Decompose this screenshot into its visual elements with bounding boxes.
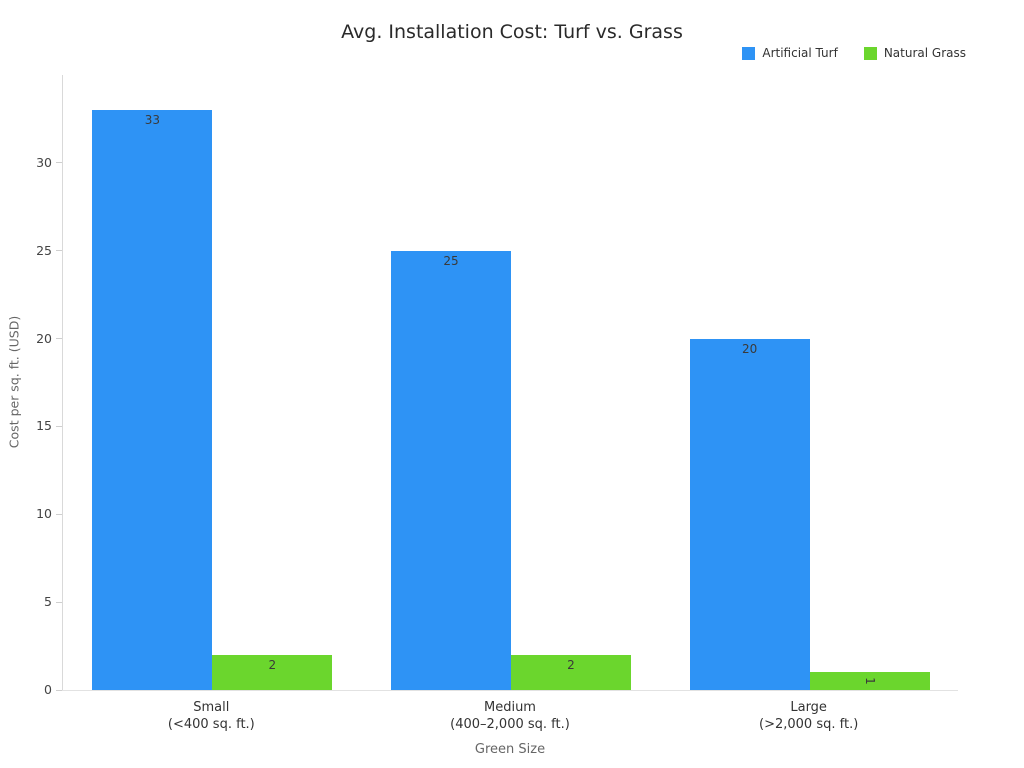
y-tick-mark (56, 513, 62, 515)
y-tick-mark (56, 338, 62, 340)
x-category-label: Large (>2,000 sq. ft.) (759, 700, 859, 732)
x-category-label: Small (<400 sq. ft.) (167, 700, 255, 732)
legend: Artificial Turf Natural Grass (742, 46, 966, 60)
y-tick-mark (56, 425, 62, 427)
bar-group: 33 2 (63, 75, 362, 690)
y-axis-line (62, 75, 63, 690)
bar-value-label: 2 (268, 657, 277, 672)
bar-natural-grass: 2 (510, 654, 631, 690)
bar-value-label: 2 (567, 657, 575, 672)
bar-value-label: 20 (742, 341, 758, 356)
y-tick-mark (56, 601, 62, 603)
bar-natural-grass: 1 (809, 672, 930, 690)
bar-artificial-turf: 20 (689, 338, 810, 690)
turf-color-swatch (742, 46, 756, 60)
plot-wrap: 33 2 25 2 20 1 0 5 10 15 20 25 30 Small (<400 sq. ft… (36, 75, 958, 732)
y-tick-label: 20 (36, 330, 52, 346)
y-tick-label: 15 (36, 418, 52, 434)
y-tick-label: 30 (36, 154, 52, 170)
grass-color-swatch (863, 46, 877, 60)
y-tick-label: 25 (36, 242, 52, 258)
legend-label-artificial-turf: Artificial Turf (762, 46, 838, 60)
y-tick-mark (56, 689, 62, 691)
y-tick-label: 5 (44, 594, 52, 610)
y-tick-mark (56, 250, 62, 252)
x-category-label: Medium (400–2,000 sq. ft.) (450, 700, 570, 732)
x-axis-title: Green Size (474, 742, 546, 757)
y-tick-mark (56, 162, 62, 164)
bar-value-label: 33 (144, 113, 160, 128)
legend-label-natural-grass: Natural Grass (883, 46, 966, 60)
legend-item-natural-grass[interactable]: Natural Grass (863, 46, 966, 60)
bar-natural-grass: 2 (212, 654, 333, 690)
y-tick-label: 10 (36, 506, 52, 522)
legend-item-artificial-turf[interactable]: Artificial Turf (742, 46, 838, 60)
chart-title: Avg. Installation Cost: Turf vs. Grass (341, 21, 683, 43)
bar-group: 20 1 (660, 75, 959, 690)
x-axis-line (62, 690, 958, 691)
bar-group: 25 2 (362, 75, 661, 690)
bar-artificial-turf: 25 (390, 250, 511, 690)
bar-value-label: 1 (862, 677, 877, 686)
y-axis-title: Cost per sq. ft. (USD) (6, 315, 22, 449)
plot-area: 33 2 25 2 20 1 (63, 75, 958, 690)
y-tick-label: 0 (44, 682, 52, 697)
bar-value-label: 25 (443, 253, 459, 268)
bar-artificial-turf: 33 (92, 110, 213, 690)
